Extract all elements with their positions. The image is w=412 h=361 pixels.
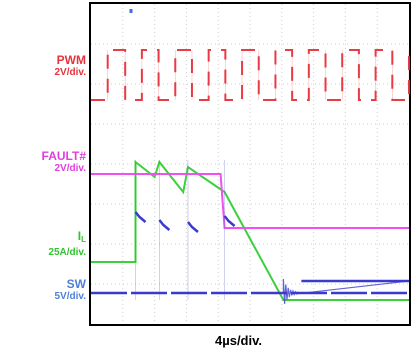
il-channel-label: IL 25A/div. bbox=[0, 229, 86, 259]
pwm-name: PWM bbox=[56, 53, 86, 67]
sw-burst bbox=[158, 219, 171, 231]
pwm-channel-label: PWM 2V/div. bbox=[0, 53, 87, 79]
grid bbox=[91, 4, 409, 324]
il-scale: 25A/div. bbox=[48, 247, 86, 258]
fault-trace bbox=[91, 173, 409, 229]
sw-burst bbox=[134, 211, 147, 223]
traces bbox=[91, 49, 410, 304]
sw-name: SW bbox=[66, 277, 86, 291]
fault-scale: 2V/div. bbox=[54, 163, 87, 174]
il-subscript: L bbox=[81, 235, 86, 244]
fault-name: FAULT# bbox=[41, 149, 86, 163]
fault-channel-label: FAULT# 2V/div. bbox=[0, 149, 86, 175]
sw-burst bbox=[187, 221, 199, 233]
sw-ringing bbox=[282, 278, 410, 304]
sw-scale: 5V/div. bbox=[54, 291, 87, 302]
sw-burst bbox=[223, 215, 236, 227]
pwm-scale: 2V/div. bbox=[54, 67, 87, 78]
sw-channel-label: SW 5V/div. bbox=[0, 277, 87, 303]
x-axis-scale-label: 4µs/div. bbox=[215, 333, 262, 348]
il-name: I bbox=[77, 229, 82, 243]
